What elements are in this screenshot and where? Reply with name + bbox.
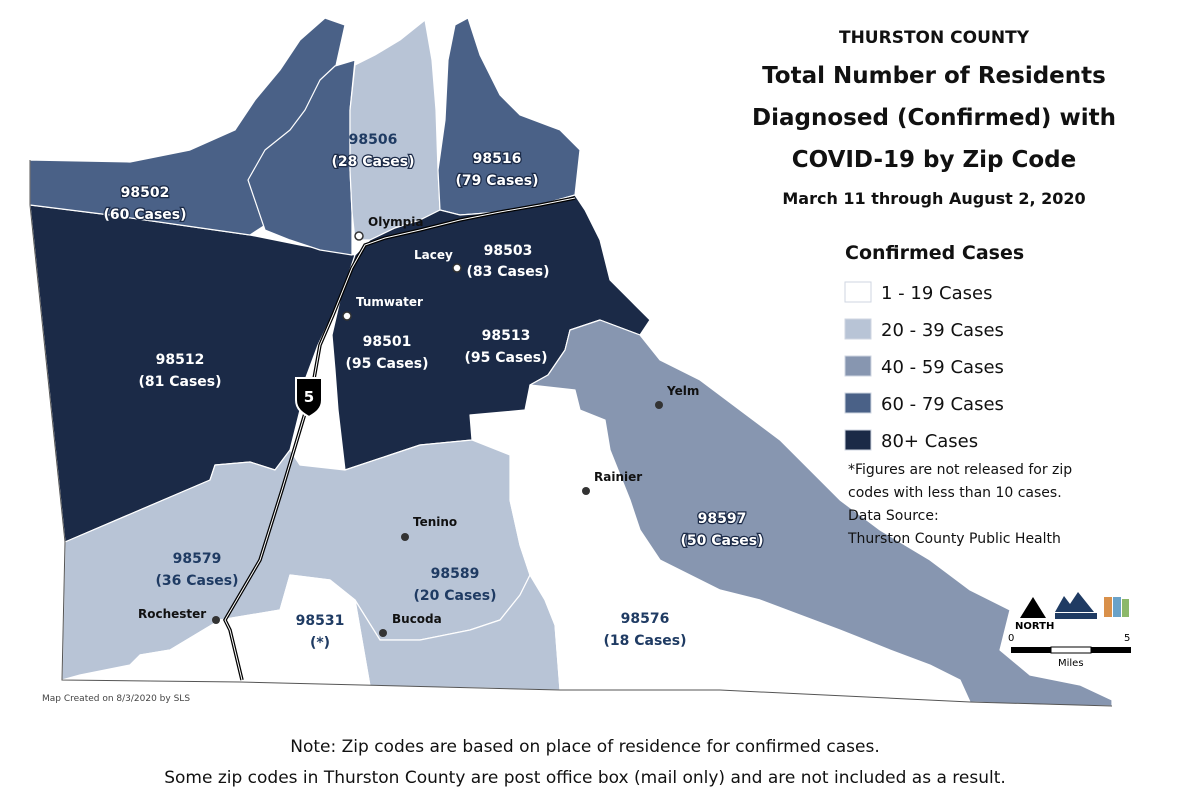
zip-98597-code: 98597 [698,511,747,527]
footnote-line-1: *Figures are not released for zip [848,462,1072,478]
zip-98502-code: 98502 [121,185,170,201]
scale-end: 5 [1124,633,1130,644]
city-label-tumwater: Tumwater [356,295,423,309]
legend-swatch-4 [844,429,872,451]
footnote-line-2: codes with less than 10 cases. [848,485,1062,501]
footnote: *Figures are not released for zip codes … [847,462,1072,547]
city-dot-bucoda [379,629,387,637]
zip-98579-code: 98579 [173,551,222,567]
north-arrow-icon [1020,597,1046,618]
title-line-3: COVID-19 by Zip Code [792,147,1077,173]
city-label-rainier: Rainier [594,470,642,484]
zip-regions [29,17,1113,707]
north-label: NORTH [1015,621,1054,632]
legend-title: Confirmed Cases [845,242,1024,264]
region-98531 [129,574,371,687]
legend-swatch-3 [844,392,872,414]
health-logo-panel-3 [1122,599,1129,617]
zip-98501-cases: (95 Cases) [345,356,428,372]
title-line-2: Diagnosed (Confirmed) with [752,105,1116,131]
interstate-5-shield: 5 [295,377,323,419]
county-logo [1055,592,1097,619]
note-line-1: Note: Zip codes are based on place of re… [290,737,879,757]
legend-label-4: 80+ Cases [881,431,978,452]
zip-98502-cases: (60 Cases) [103,207,186,223]
scale-seg-1 [1011,647,1051,653]
city-label-bucoda: Bucoda [392,612,442,626]
zip-98589-code: 98589 [431,566,480,582]
legend-label-2: 40 - 59 Cases [881,357,1004,378]
legend: Confirmed Cases 1 - 19 Cases 20 - 39 Case… [844,242,1024,452]
county-logo-banner [1055,613,1097,619]
zip-98513-cases: (95 Cases) [464,350,547,366]
scale-bar: 0 5 Miles [1008,633,1131,669]
city-label-rochester: Rochester [138,607,206,621]
note-line-2: Some zip codes in Thurston County are po… [164,768,1006,788]
date-range: March 11 through August 2, 2020 [782,189,1085,208]
zip-98597-cases: (50 Cases) [680,533,763,549]
scale-seg-2 [1050,646,1092,654]
zip-98531-cases: (*) [310,635,330,651]
city-label-olympia: Olympia [368,215,423,229]
zip-98512-cases: (81 Cases) [138,374,221,390]
legend-label-0: 1 - 19 Cases [881,283,992,304]
health-logo [1104,597,1129,617]
footnote-line-3: Data Source: [848,508,939,524]
city-dot-rainier [582,487,590,495]
zip-98503-code: 98503 [484,243,533,259]
city-label-yelm: Yelm [666,384,699,398]
city-dot-yelm [655,401,663,409]
legend-swatch-1 [844,318,872,340]
county-heading: THURSTON COUNTY [839,28,1030,48]
zip-98589-cases: (20 Cases) [413,588,496,604]
legend-swatch-2 [844,355,872,377]
zip-98506-cases: (28 Cases) [331,154,414,170]
city-dot-tumwater [342,311,352,321]
map-credit: Map Created on 8/3/2020 by SLS [42,694,190,704]
zip-98516-cases: (79 Cases) [455,173,538,189]
zip-98503-cases: (83 Cases) [466,264,549,280]
zip-98531-code: 98531 [296,613,345,629]
zip-98513-code: 98513 [482,328,531,344]
zip-98576-code: 98576 [621,611,670,627]
health-logo-icon [1104,597,1112,617]
interstate-5-road-inner [224,197,576,681]
interstate-5-number: 5 [304,388,314,406]
city-dot-olympia [354,231,364,241]
county-outline [29,160,1113,707]
health-logo-panel-2 [1113,597,1121,617]
zip-labels: 98502 (60 Cases) 98506 (28 Cases) 98516 … [102,132,765,651]
city-dot-lacey [452,263,462,273]
legend-label-1: 20 - 39 Cases [881,320,1004,341]
zip-98576-cases: (18 Cases) [603,633,686,649]
title-line-1: Total Number of Residents [762,63,1106,89]
city-markers: Olympia Lacey Tumwater Yelm Rainier Teni… [138,215,699,637]
zip-98506-code: 98506 [349,132,398,148]
legend-items: 1 - 19 Cases 20 - 39 Cases 40 - 59 Cases 60… [844,281,1004,452]
zip-98501-code: 98501 [363,334,412,350]
footnote-line-4: Thurston County Public Health [847,531,1061,547]
county-logo-icon [1055,592,1094,612]
legend-swatch-0 [844,281,872,303]
scale-seg-3 [1091,647,1131,653]
title-block: THURSTON COUNTY Total Number of Resident… [752,28,1116,208]
scale-start: 0 [1008,633,1014,644]
city-label-lacey: Lacey [414,248,453,262]
zip-98579-cases: (36 Cases) [155,573,238,589]
north-arrow: NORTH [1015,597,1054,632]
city-dot-rochester [212,616,220,624]
scale-unit: Miles [1058,658,1084,669]
region-98506 [349,19,441,241]
legend-label-3: 60 - 79 Cases [881,394,1004,415]
zip-98512-code: 98512 [156,352,205,368]
zip-98516-code: 98516 [473,151,522,167]
city-dot-tenino [401,533,409,541]
city-label-tenino: Tenino [413,515,457,529]
